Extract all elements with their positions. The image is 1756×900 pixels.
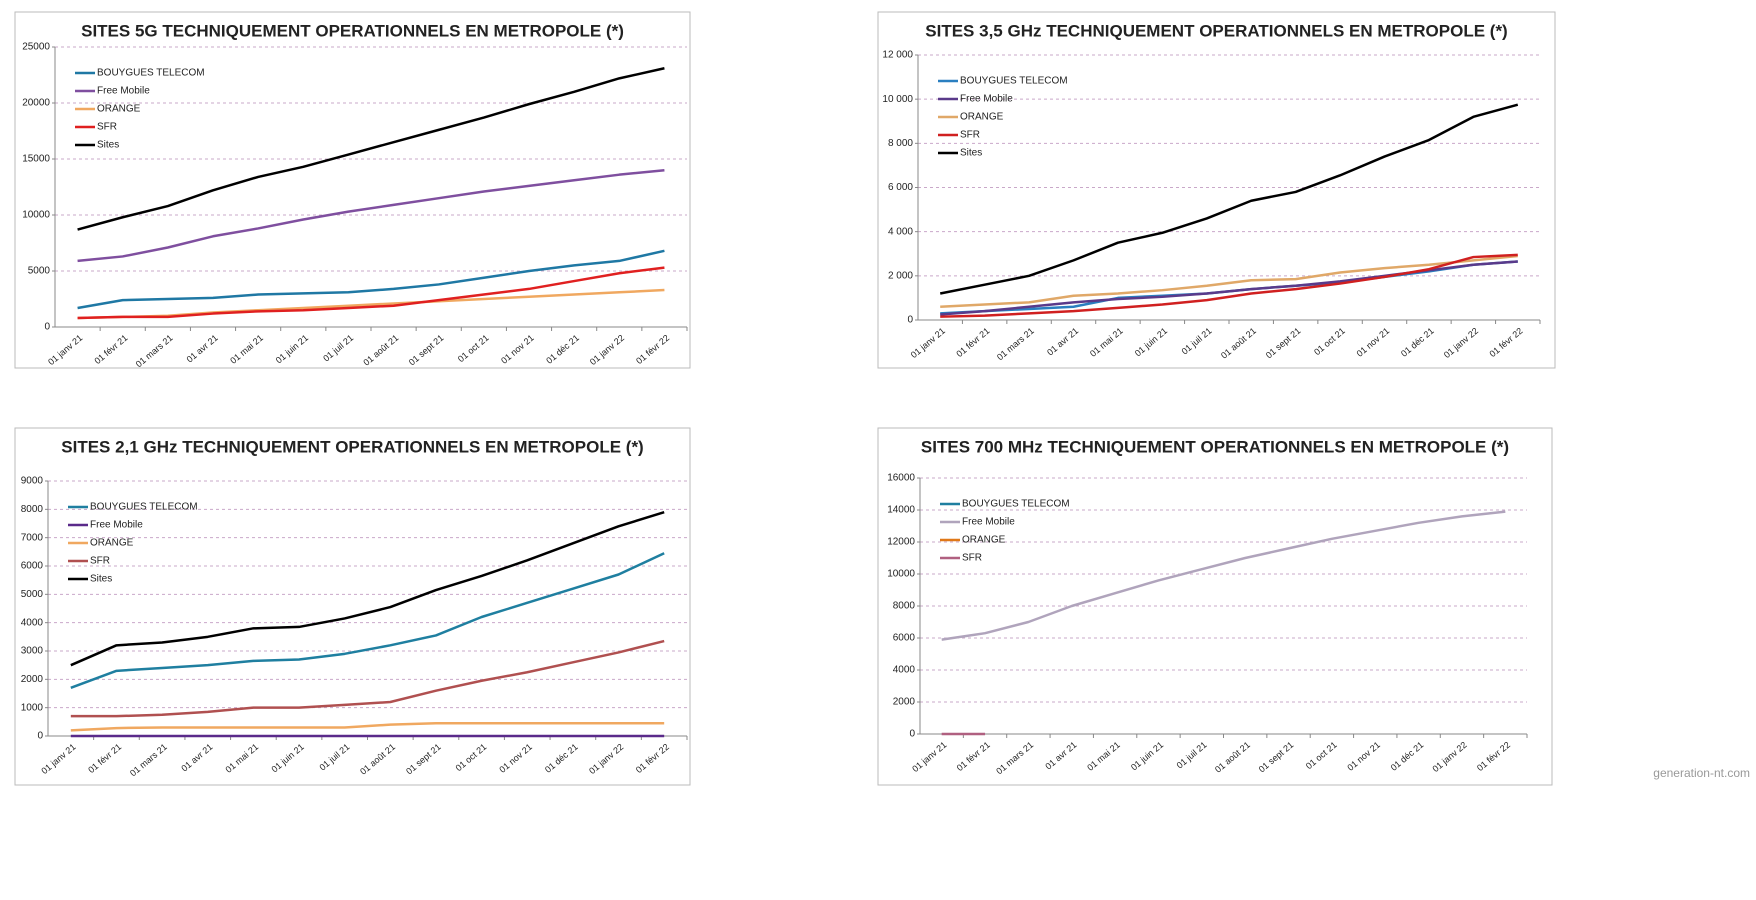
y-tick-label: 4000 bbox=[893, 665, 916, 676]
legend-label: BOUYGUES TELECOM bbox=[90, 502, 198, 513]
legend-label: Sites bbox=[960, 148, 982, 159]
chart-title: SITES 5G TECHNIQUEMENT OPERATIONNELS EN … bbox=[81, 21, 624, 40]
series-line bbox=[70, 639, 665, 718]
y-tick-label: 1000 bbox=[21, 702, 44, 713]
y-tick-label: 3000 bbox=[21, 646, 44, 657]
chart-title: SITES 3,5 GHz TECHNIQUEMENT OPERATIONNEL… bbox=[925, 21, 1507, 40]
y-tick-label: 0 bbox=[44, 322, 50, 333]
y-tick-label: 20000 bbox=[22, 98, 50, 109]
y-tick-label: 0 bbox=[909, 729, 915, 740]
legend-label: BOUYGUES TELECOM bbox=[960, 76, 1068, 87]
legend-label: ORANGE bbox=[90, 538, 134, 549]
legend-label: SFR bbox=[90, 556, 110, 567]
series-line bbox=[939, 103, 1519, 295]
series-line bbox=[940, 253, 1518, 318]
chart-frame bbox=[877, 11, 1556, 369]
legend-label: SFR bbox=[962, 553, 982, 564]
legend-label: Free Mobile bbox=[97, 86, 150, 97]
chart-title: SITES 2,1 GHz TECHNIQUEMENT OPERATIONNEL… bbox=[61, 437, 643, 456]
y-tick-label: 2000 bbox=[21, 674, 44, 685]
y-tick-label: 5000 bbox=[28, 266, 51, 277]
series-line bbox=[70, 722, 665, 732]
legend-label: ORANGE bbox=[962, 535, 1006, 546]
y-tick-label: 15000 bbox=[22, 154, 50, 165]
y-tick-label: 10 000 bbox=[882, 94, 913, 105]
y-tick-label: 4 000 bbox=[888, 226, 913, 237]
series-line bbox=[77, 67, 665, 231]
y-tick-label: 2000 bbox=[893, 697, 916, 708]
legend-label: Free Mobile bbox=[960, 94, 1013, 105]
y-tick-label: 8 000 bbox=[888, 138, 913, 149]
legend-label: BOUYGUES TELECOM bbox=[962, 499, 1070, 510]
y-tick-label: 16000 bbox=[887, 473, 915, 484]
y-tick-label: 7000 bbox=[21, 532, 44, 543]
legend-label: Sites bbox=[90, 574, 112, 585]
series-line bbox=[77, 249, 665, 310]
y-tick-label: 8000 bbox=[21, 504, 44, 515]
legend-label: SFR bbox=[97, 122, 117, 133]
legend-label: ORANGE bbox=[97, 104, 141, 115]
y-tick-label: 10000 bbox=[887, 569, 915, 580]
legend-label: Free Mobile bbox=[90, 520, 143, 531]
y-tick-label: 2 000 bbox=[888, 270, 913, 281]
y-tick-label: 12 000 bbox=[882, 50, 913, 61]
legend-label: BOUYGUES TELECOM bbox=[97, 68, 205, 79]
legend-label: SFR bbox=[960, 130, 980, 141]
chart-frame bbox=[14, 11, 691, 369]
y-tick-label: 9000 bbox=[21, 476, 44, 487]
legend-label: ORANGE bbox=[960, 112, 1004, 123]
chart-title: SITES 700 MHz TECHNIQUEMENT OPERATIONNEL… bbox=[921, 437, 1509, 456]
series-line bbox=[70, 510, 665, 667]
y-tick-label: 6000 bbox=[893, 633, 916, 644]
legend-label: Sites bbox=[97, 140, 119, 151]
y-tick-label: 12000 bbox=[887, 537, 915, 548]
series-line bbox=[70, 552, 665, 690]
series-line bbox=[941, 510, 1506, 641]
series-line bbox=[77, 168, 665, 263]
y-tick-label: 5000 bbox=[21, 589, 44, 600]
y-tick-label: 14000 bbox=[887, 505, 915, 516]
y-tick-label: 0 bbox=[907, 315, 913, 326]
chart-frame bbox=[14, 427, 691, 786]
y-tick-label: 6 000 bbox=[888, 182, 913, 193]
series-line bbox=[940, 254, 1518, 308]
watermark: generation-nt.com bbox=[1653, 766, 1750, 780]
y-tick-label: 10000 bbox=[22, 210, 50, 221]
y-tick-label: 0 bbox=[37, 731, 43, 742]
y-tick-label: 4000 bbox=[21, 617, 44, 628]
y-tick-label: 6000 bbox=[21, 561, 44, 572]
y-tick-label: 8000 bbox=[893, 601, 916, 612]
y-tick-label: 25000 bbox=[22, 42, 50, 53]
series-line bbox=[77, 266, 665, 320]
legend-label: Free Mobile bbox=[962, 517, 1015, 528]
